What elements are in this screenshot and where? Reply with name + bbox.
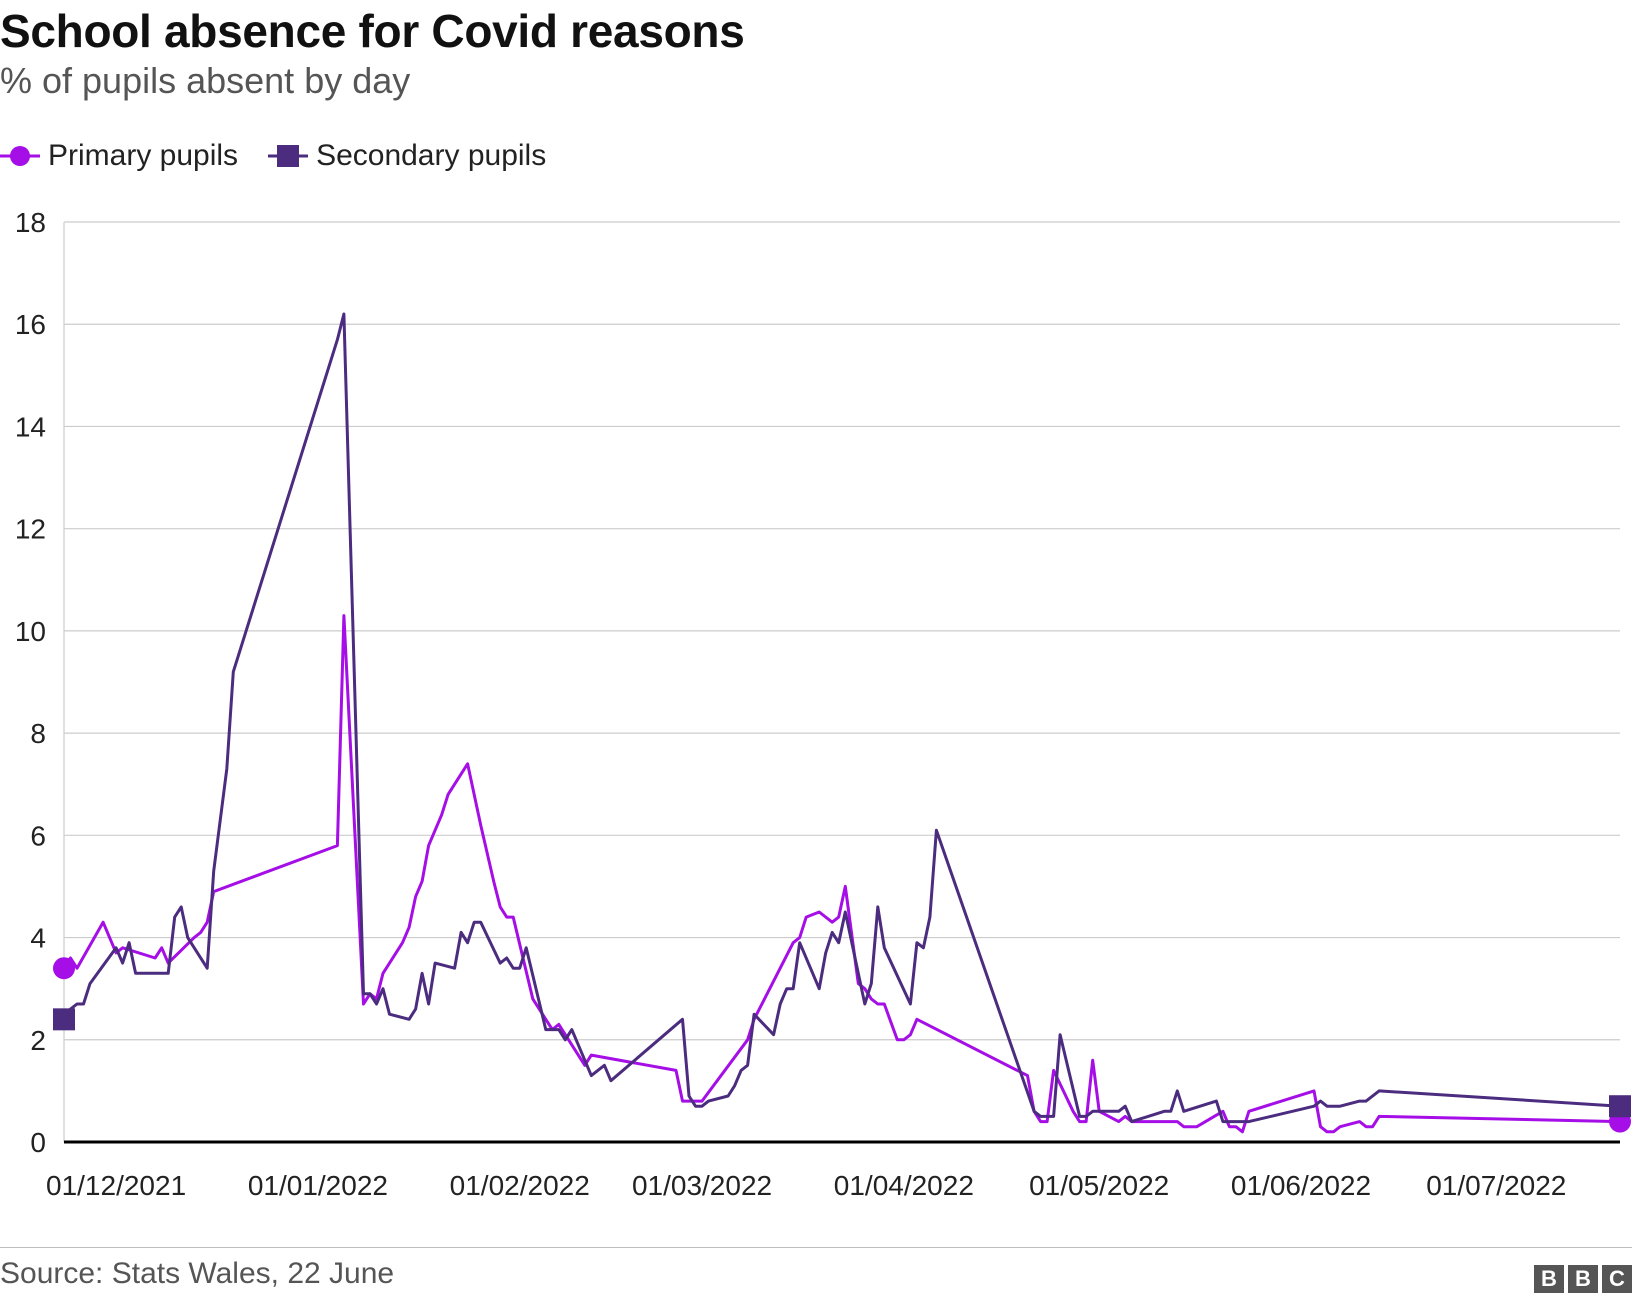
bbc-logo-block: C [1602, 1265, 1632, 1293]
y-tick-label: 16 [15, 309, 46, 340]
y-tick-label: 12 [15, 514, 46, 545]
secondary-end-marker [1609, 1095, 1631, 1118]
legend-item-primary: Primary pupils [0, 139, 238, 173]
chart-subtitle: % of pupils absent by day [0, 60, 411, 101]
x-tick-label: 01/12/2021 [46, 1170, 186, 1201]
primary-pupils-line [62, 614, 1622, 1134]
chart-title: School absence for Covid reasons [0, 5, 745, 57]
legend-label-primary: Primary pupils [48, 139, 239, 172]
x-tick-label: 01/04/2022 [834, 1170, 974, 1201]
bbc-logo: B B C [1530, 1265, 1632, 1293]
y-tick-label: 10 [15, 616, 46, 647]
primary-start-marker [53, 957, 75, 980]
line-chart: 0 2 4 6 8 10 12 14 16 18 01/12/2021 01/01/2022 01/02… [15, 207, 1631, 1201]
y-tick-label: 4 [30, 923, 46, 954]
x-tick-label: 01/02/2022 [450, 1170, 590, 1201]
secondary-start-marker [53, 1008, 75, 1031]
y-tick-label: 2 [30, 1025, 46, 1056]
x-tick-label: 01/03/2022 [632, 1170, 772, 1201]
source-note: Source: Stats Wales, 22 June [0, 1257, 395, 1290]
chart-legend: Primary pupils Secondary pupils [0, 136, 576, 176]
legend-square-marker-icon [268, 145, 309, 167]
y-tick-label: 0 [30, 1127, 46, 1158]
y-tick-label: 14 [15, 411, 46, 442]
y-tick-label: 18 [15, 207, 46, 238]
footer-divider [0, 1247, 1632, 1248]
x-tick-label: 01/01/2022 [248, 1170, 388, 1201]
secondary-pupils-line [62, 312, 1622, 1124]
y-tick-label: 8 [30, 718, 46, 749]
bbc-logo-block: B [1568, 1265, 1598, 1293]
legend-circle-marker-icon [0, 146, 40, 166]
x-tick-label: 01/06/2022 [1231, 1170, 1371, 1201]
bbc-logo-block: B [1534, 1265, 1564, 1293]
x-tick-label: 01/07/2022 [1426, 1170, 1566, 1201]
legend-label-secondary: Secondary pupils [316, 139, 547, 172]
legend-item-secondary: Secondary pupils [268, 139, 546, 173]
y-tick-label: 6 [30, 820, 46, 851]
x-tick-label: 01/05/2022 [1029, 1170, 1169, 1201]
